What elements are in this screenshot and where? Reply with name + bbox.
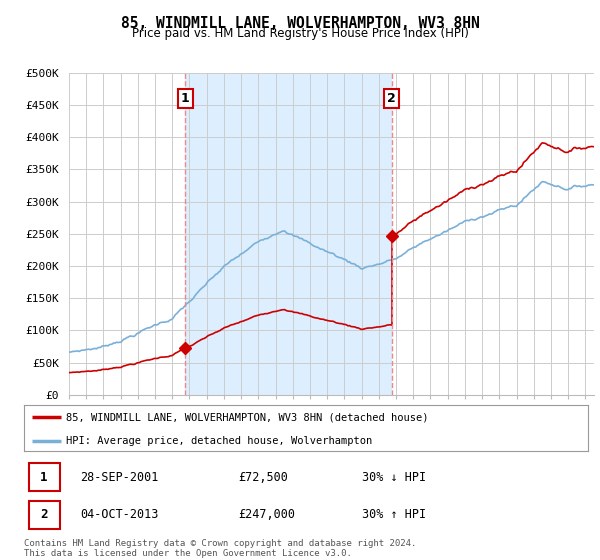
Text: 2: 2 <box>388 92 396 105</box>
Text: 1: 1 <box>181 92 190 105</box>
Text: HPI: Average price, detached house, Wolverhampton: HPI: Average price, detached house, Wolv… <box>66 436 373 446</box>
Text: 04-OCT-2013: 04-OCT-2013 <box>80 508 159 521</box>
FancyBboxPatch shape <box>29 501 59 529</box>
FancyBboxPatch shape <box>29 463 59 491</box>
Text: 85, WINDMILL LANE, WOLVERHAMPTON, WV3 8HN (detached house): 85, WINDMILL LANE, WOLVERHAMPTON, WV3 8H… <box>66 412 429 422</box>
Bar <box>185 73 392 395</box>
Text: Price paid vs. HM Land Registry's House Price Index (HPI): Price paid vs. HM Land Registry's House … <box>131 27 469 40</box>
Text: £247,000: £247,000 <box>238 508 295 521</box>
Text: 28-SEP-2001: 28-SEP-2001 <box>80 470 159 484</box>
Text: 2: 2 <box>40 508 48 521</box>
Text: Contains HM Land Registry data © Crown copyright and database right 2024.
This d: Contains HM Land Registry data © Crown c… <box>24 539 416 558</box>
Text: 85, WINDMILL LANE, WOLVERHAMPTON, WV3 8HN: 85, WINDMILL LANE, WOLVERHAMPTON, WV3 8H… <box>121 16 479 31</box>
Text: 30% ↑ HPI: 30% ↑ HPI <box>362 508 427 521</box>
Text: 1: 1 <box>40 470 48 484</box>
Text: 30% ↓ HPI: 30% ↓ HPI <box>362 470 427 484</box>
Text: £72,500: £72,500 <box>238 470 288 484</box>
